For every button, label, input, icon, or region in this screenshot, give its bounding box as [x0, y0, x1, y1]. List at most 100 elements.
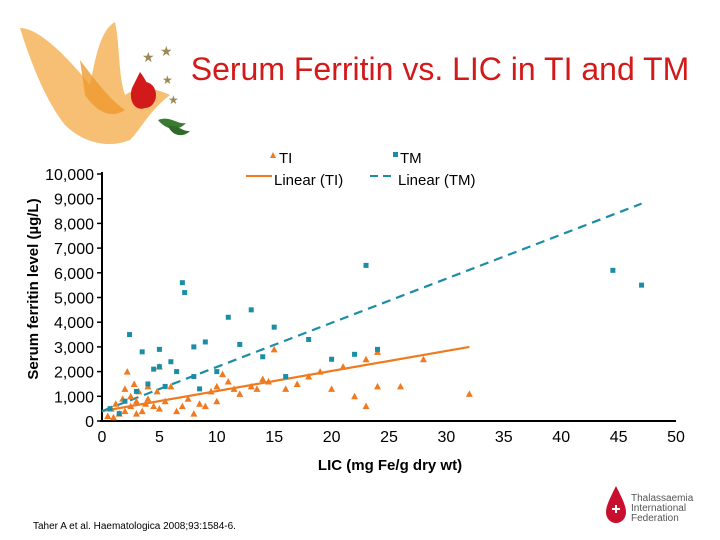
axis-ticks: 0 1,000 2,000 3,000 4,000 5,000 6,000 7,000 8,00… — [45, 167, 685, 446]
tm-point — [151, 366, 157, 372]
ti-point — [362, 402, 370, 410]
ti-point — [270, 345, 278, 353]
ti-point — [132, 397, 140, 405]
y-tick-label: 5,000 — [54, 291, 94, 308]
tif-logo-line1: Thalassaemia — [631, 493, 694, 504]
ti-point — [178, 402, 186, 410]
x-tick-label: 25 — [380, 429, 398, 446]
legend-marker-ti — [270, 152, 276, 158]
ti-point — [104, 412, 112, 420]
bird-logo-icon: ★ ★ ★ ★ — [20, 22, 190, 145]
ti-point — [173, 407, 181, 415]
data-points — [104, 262, 645, 421]
ti-point — [127, 402, 135, 410]
y-tick-label: 6,000 — [54, 266, 94, 283]
tm-point — [182, 290, 188, 296]
ti-point — [351, 392, 359, 400]
tm-point — [352, 351, 358, 357]
tm-point — [329, 356, 335, 362]
ti-point — [184, 395, 192, 402]
tm-point — [639, 282, 645, 288]
tm-point — [202, 339, 208, 345]
y-tick-label: 2,000 — [54, 365, 94, 382]
ti-point — [396, 382, 404, 390]
tif-logo-icon — [606, 486, 626, 523]
ti-point — [196, 400, 204, 407]
tm-point — [116, 411, 122, 417]
tm-point — [127, 332, 133, 338]
tm-point — [139, 349, 145, 355]
x-tick-label: 20 — [323, 429, 341, 446]
ti-point — [253, 385, 261, 392]
ti-point — [155, 405, 163, 412]
ti-point — [419, 355, 427, 363]
ti-point — [207, 387, 215, 395]
trendlines — [101, 202, 642, 413]
ti-point — [230, 385, 238, 392]
ti-point — [121, 407, 129, 415]
x-tick-label: 50 — [667, 429, 685, 446]
svg-text:★: ★ — [168, 93, 179, 107]
y-tick-label: 3,000 — [54, 340, 94, 357]
x-tick-label: 35 — [495, 429, 513, 446]
y-tick-label: 8,000 — [54, 216, 94, 233]
legend-label-linear-ti: Linear (TI) — [274, 172, 343, 189]
y-tick-label: 7,000 — [54, 241, 94, 258]
tm-point — [271, 324, 277, 330]
legend-label-linear-tm: Linear (TM) — [398, 172, 476, 189]
ti-point — [109, 413, 117, 421]
tm-point — [168, 359, 174, 365]
ti-point — [153, 387, 161, 395]
ti-point — [264, 377, 272, 385]
svg-text:★: ★ — [160, 44, 173, 60]
ti-point — [213, 397, 221, 405]
ti-point — [121, 385, 129, 392]
tm-point — [156, 346, 162, 352]
citation: Taher A et al. Haematologica 2008;93:158… — [33, 521, 236, 532]
tm-point — [191, 344, 197, 350]
tm-point — [363, 262, 369, 268]
y-axis-label: Serum ferritin level (µg/L) — [25, 198, 42, 379]
ti-point — [190, 410, 198, 417]
ti-point — [201, 402, 209, 410]
x-tick-label: 30 — [438, 429, 456, 446]
chart-title: Serum Ferritin vs. LIC in TI and TM — [190, 51, 690, 87]
x-axis-label: LIC (mg Fe/g dry wt) — [318, 457, 462, 474]
ti-point — [123, 368, 131, 375]
x-tick-label: 15 — [265, 429, 283, 446]
tif-logo-line2: International — [631, 503, 687, 514]
tm-point — [174, 369, 180, 375]
tm-point — [260, 354, 266, 360]
ti-point — [293, 380, 301, 387]
x-tick-label: 40 — [552, 429, 570, 446]
tm-point — [610, 267, 616, 273]
ti-point — [339, 363, 347, 370]
tm-point — [237, 341, 243, 347]
legend: TI TM Linear (TI) Linear (TM) — [246, 150, 476, 189]
y-tick-label: 9,000 — [54, 192, 94, 209]
tm-point — [122, 398, 128, 404]
tm-point — [133, 388, 139, 394]
tm-point — [162, 383, 168, 389]
ti-point — [247, 382, 255, 390]
tm-point — [197, 386, 203, 392]
tm-point — [156, 364, 162, 370]
ti-point — [465, 390, 473, 397]
ti-point — [259, 375, 267, 383]
ti-point — [224, 377, 232, 385]
ti-point — [144, 395, 152, 402]
y-tick-label: 4,000 — [54, 315, 94, 332]
ti-point — [219, 370, 227, 378]
tm-point — [145, 381, 151, 387]
tm-point — [191, 374, 197, 380]
ti-point — [236, 390, 244, 397]
ti-point — [112, 400, 120, 407]
legend-marker-tm — [393, 152, 398, 157]
x-tick-label: 45 — [610, 429, 628, 446]
ti-point — [138, 407, 146, 415]
legend-label-ti: TI — [279, 150, 292, 167]
tif-logo-line3: Federation — [631, 513, 679, 524]
ti-point — [374, 382, 382, 390]
ti-point — [328, 385, 336, 392]
